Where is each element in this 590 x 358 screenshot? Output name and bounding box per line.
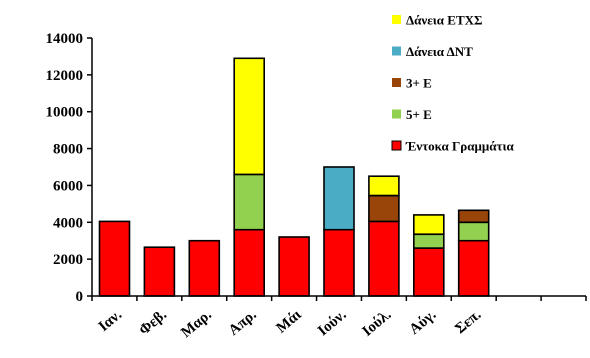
legend-label-0: Δάνεια ΕΤΧΣ <box>406 13 483 28</box>
x-category-label-5: Ιούν. <box>315 307 350 340</box>
x-category-label-1: Φεβ. <box>136 307 170 339</box>
x-category-label-8: Σεπ. <box>452 307 484 338</box>
x-category-label-4: Μάι <box>274 307 305 337</box>
y-tick-label-7: 14000 <box>46 31 84 47</box>
bar-segment-0-0 <box>98 220 131 297</box>
bar-segment-6-4 <box>368 175 400 197</box>
x-category-label-3: Απρ. <box>226 307 260 339</box>
legend-swatch-4 <box>391 140 402 151</box>
x-category-label-2: Μαρ. <box>178 307 215 341</box>
bar-segment-1-0 <box>143 246 176 297</box>
x-category-label-0: Ιαν. <box>96 307 125 335</box>
bar-segment-5-3 <box>323 166 355 231</box>
bar-segment-7-1 <box>412 233 445 249</box>
legend-label-1: Δάνεια ΔΝΤ <box>406 44 473 59</box>
legend-swatch-2 <box>392 78 401 87</box>
legend-swatch-0 <box>392 15 401 24</box>
bar-segment-8-2 <box>457 209 490 224</box>
y-tick-label-4: 8000 <box>53 142 83 158</box>
bar-segment-2-0 <box>188 239 221 297</box>
bar-segment-5-0 <box>323 228 355 297</box>
y-tick-label-5: 10000 <box>46 105 84 121</box>
bar-segment-3-1 <box>233 173 265 231</box>
y-tick-label-1: 2000 <box>53 252 83 268</box>
legend-label-4: Έντοκα Γραμμάτια <box>405 139 515 154</box>
legend: Δάνεια ΕΤΧΣ Δάνεια ΔΝΤ 3+ Ε 5+ Ε Έντοκα Γραμ… <box>391 13 515 154</box>
y-tick-label-0: 0 <box>76 289 84 305</box>
bar-segment-7-0 <box>412 247 445 297</box>
y-tick-label-3: 6000 <box>53 178 83 194</box>
bar-segment-7-4 <box>412 214 445 235</box>
y-axis: 0 2000 4000 6000 8000 10000 12000 14000 <box>46 31 93 305</box>
x-category-label-7: Αύγ. <box>407 307 440 338</box>
legend-label-2: 3+ Ε <box>406 76 432 91</box>
x-category-label-6: Ιούλ. <box>359 307 394 340</box>
bar-segment-8-0 <box>457 239 490 297</box>
legend-label-3: 5+ Ε <box>406 107 432 122</box>
bar-segment-6-2 <box>368 194 400 223</box>
x-axis: Ιαν. Φεβ. Μαρ. Απρ. Μάι Ιούν. Ιούλ. Αύγ. Σεπ. <box>91 295 587 341</box>
plot-area <box>98 57 490 297</box>
legend-swatch-3 <box>392 109 401 119</box>
legend-swatch-1 <box>392 46 401 56</box>
y-tick-label-2: 4000 <box>53 215 83 231</box>
bar-segment-8-1 <box>457 221 490 242</box>
bar-segment-3-4 <box>233 57 265 176</box>
bar-segment-6-0 <box>368 220 400 297</box>
y-tick-label-6: 12000 <box>46 68 84 84</box>
bar-segment-4-0 <box>278 236 310 297</box>
bar-segment-3-0 <box>233 228 265 297</box>
